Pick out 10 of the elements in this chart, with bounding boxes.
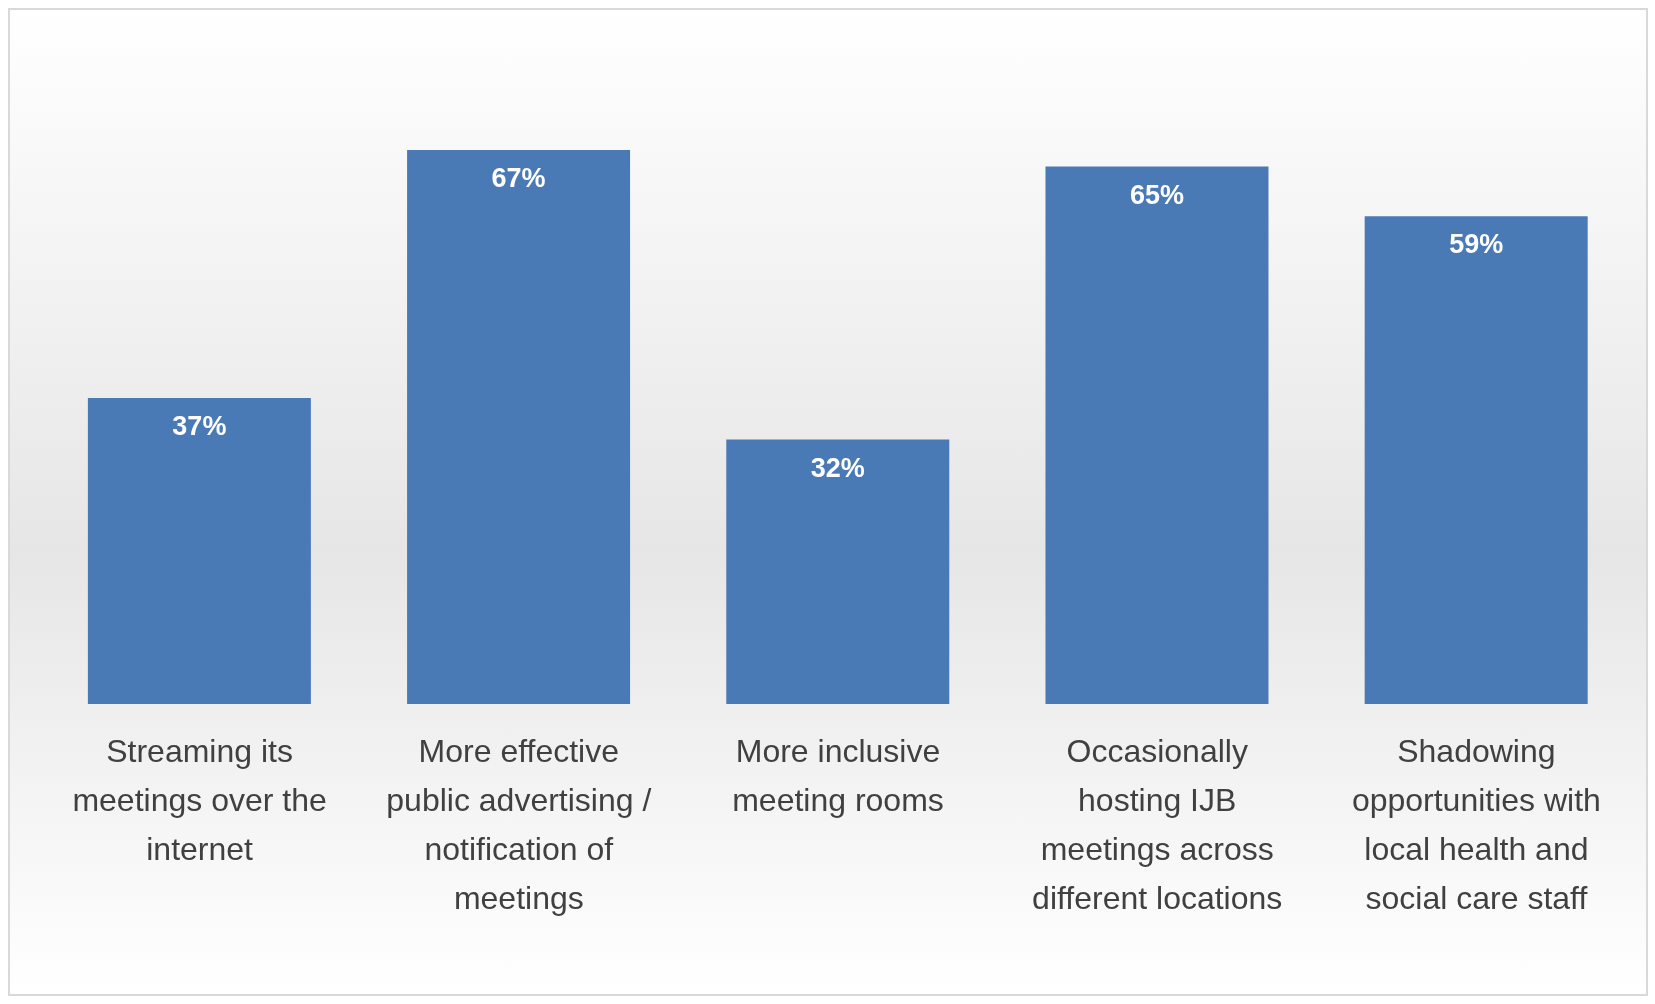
x-tick-label: Shadowing opportunities with local health and social care staff	[1351, 733, 1601, 916]
data-label: 32%	[810, 452, 865, 483]
data-label: 37%	[172, 411, 227, 442]
data-label: 65%	[1129, 179, 1184, 210]
x-tick-label: More inclusive meeting rooms	[732, 733, 944, 818]
data-label: 59%	[1449, 229, 1504, 260]
x-tick-label: Streaming its meetings over the internet	[72, 733, 327, 867]
data-label: 67%	[491, 163, 546, 194]
x-tick-label: Occasionally hosting IJB meetings across different locations	[1032, 733, 1283, 916]
x-tick-label: More effective public advertising / notification of meetings	[386, 733, 652, 916]
